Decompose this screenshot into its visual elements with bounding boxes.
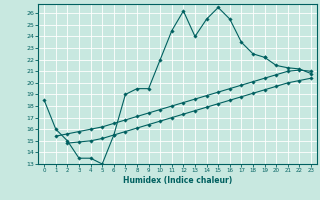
- X-axis label: Humidex (Indice chaleur): Humidex (Indice chaleur): [123, 176, 232, 185]
